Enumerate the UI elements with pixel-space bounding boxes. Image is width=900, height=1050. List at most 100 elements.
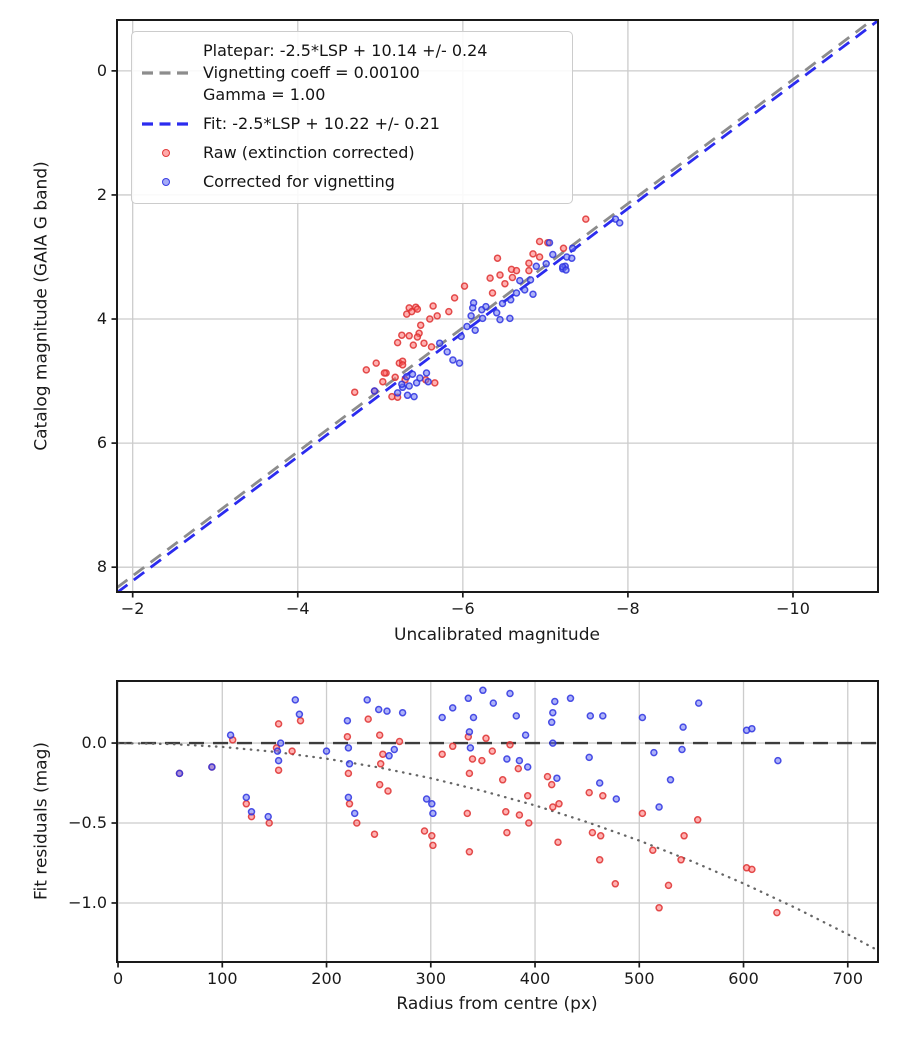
scatter-point-corrected xyxy=(457,332,465,341)
scatter-point-corrected xyxy=(463,322,471,331)
scatter-point-corrected xyxy=(443,348,451,356)
scatter-point-raw xyxy=(535,253,544,261)
scatter-point-raw xyxy=(493,254,502,262)
top-y-axis-label: Catalog magnitude (GAIA G band) xyxy=(31,161,52,451)
scatter-point-raw xyxy=(554,838,562,846)
scatter-point-corrected xyxy=(448,704,457,712)
scatter-point-corrected xyxy=(506,314,514,323)
x-tick-label: 0 xyxy=(112,969,124,988)
scatter-point-raw xyxy=(486,274,494,282)
scatter-point-corrected xyxy=(344,744,353,752)
y-tick-label: −0.5 xyxy=(68,813,107,833)
scatter-point-corrected xyxy=(438,713,446,722)
scatter-point-raw xyxy=(395,737,404,746)
scatter-point-raw xyxy=(445,307,453,316)
scatter-point-raw xyxy=(549,803,557,811)
y-tick-label: 8 xyxy=(96,557,107,577)
scatter-point-corrected xyxy=(568,254,576,262)
y-tick-label: 0.0 xyxy=(81,733,107,753)
bottom-plot-canvas xyxy=(111,680,879,968)
scatter-point-corrected xyxy=(428,800,436,808)
scatter-point-raw xyxy=(429,841,437,850)
scatter-point-raw xyxy=(379,377,387,386)
scatter-point-raw xyxy=(391,373,399,382)
scatter-point-raw xyxy=(506,740,514,749)
scatter-point-raw xyxy=(431,379,439,387)
scatter-point-corrected xyxy=(545,238,554,247)
scatter-point-corrected xyxy=(516,276,524,285)
scatter-point-corrected xyxy=(226,731,235,739)
scatter-point-corrected xyxy=(350,809,359,818)
scatter-point-corrected xyxy=(521,731,530,739)
scatter-point-corrected xyxy=(774,756,782,765)
legend-entry-corrected: Corrected for vignetting xyxy=(138,171,562,193)
scatter-point-raw xyxy=(501,279,509,288)
scatter-point-raw xyxy=(502,808,510,816)
legend-gamma-label: Gamma = 1.00 xyxy=(203,85,326,104)
scatter-point-corrected xyxy=(479,686,487,695)
legend-raw-label: Raw (extinction corrected) xyxy=(203,143,415,162)
scatter-point-raw xyxy=(413,333,422,341)
scatter-point-raw xyxy=(547,780,556,789)
scatter-point-raw xyxy=(375,731,384,739)
scatter-point-corrected xyxy=(412,379,421,387)
scatter-point-raw xyxy=(638,809,647,818)
scatter-point-corrected xyxy=(455,359,464,367)
x-tick-label: −2 xyxy=(120,599,145,618)
scatter-point-corrected xyxy=(469,713,478,722)
scatter-point-corrected xyxy=(449,356,457,364)
vignetting-model-curve xyxy=(117,741,878,952)
scatter-point-raw xyxy=(393,338,402,347)
y-tick-label: 2 xyxy=(96,184,107,204)
scatter-point-corrected xyxy=(615,219,624,227)
scatter-point-raw xyxy=(508,273,517,282)
scatter-point-raw xyxy=(428,832,436,840)
scatter-point-raw xyxy=(680,832,688,840)
scatter-point-corrected xyxy=(403,391,412,400)
bottom-y-axis-label: Fit residuals (mag) xyxy=(31,742,52,900)
scatter-point-raw xyxy=(463,809,472,818)
plot-spine xyxy=(116,19,879,593)
scatter-point-raw xyxy=(478,756,486,765)
scatter-point-raw xyxy=(460,282,469,290)
scatter-point-raw xyxy=(585,788,593,797)
platepar-line xyxy=(117,20,875,589)
scatter-point-corrected xyxy=(422,369,431,377)
scatter-point-raw xyxy=(372,359,380,367)
scatter-point-corrected xyxy=(416,374,424,382)
legend-entry-fit: Fit: -2.5*LSP + 10.22 +/- 0.21 xyxy=(138,113,562,135)
top-x-axis-label: Uncalibrated magnitude xyxy=(394,625,600,645)
scatter-point-raw xyxy=(496,271,504,279)
legend-fit-label: Fit: -2.5*LSP + 10.22 +/- 0.21 xyxy=(203,114,440,133)
scatter-point-corrected xyxy=(383,707,391,715)
scatter-point-raw xyxy=(465,848,474,856)
scatter-point-corrected xyxy=(506,296,515,304)
x-tick-label: 400 xyxy=(519,969,551,988)
scatter-point-raw xyxy=(370,830,379,838)
legend-entry-raw: Raw (extinction corrected) xyxy=(138,142,562,164)
scatter-point-raw xyxy=(555,800,563,808)
scatter-point-corrected xyxy=(402,372,411,381)
legend-fit-dashed-line-sample xyxy=(138,121,194,127)
scatter-point-raw xyxy=(427,343,436,351)
scatter-point-corrected xyxy=(585,753,593,762)
scatter-point-raw xyxy=(429,302,437,310)
scatter-point-raw xyxy=(398,361,407,369)
scatter-point-corrected xyxy=(429,809,437,818)
legend-vignetting-coeff-label: Vignetting coeff = 0.00100 xyxy=(203,63,420,82)
scatter-point-raw xyxy=(288,747,296,755)
scatter-point-raw xyxy=(350,388,359,396)
legend-raw-marker-sample xyxy=(138,149,194,157)
scatter-point-corrected xyxy=(274,756,283,765)
scatter-point-raw xyxy=(525,259,533,267)
scatter-point-corrected xyxy=(467,312,475,320)
scatter-point-corrected xyxy=(489,699,498,707)
scatter-point-corrected xyxy=(503,755,511,763)
scatter-point-raw xyxy=(514,764,523,773)
scatter-point-corrected xyxy=(390,745,399,754)
scatter-point-raw xyxy=(512,266,521,275)
scatter-point-corrected xyxy=(586,712,595,720)
scatter-point-corrected xyxy=(599,712,607,720)
scatter-point-raw xyxy=(426,315,434,323)
